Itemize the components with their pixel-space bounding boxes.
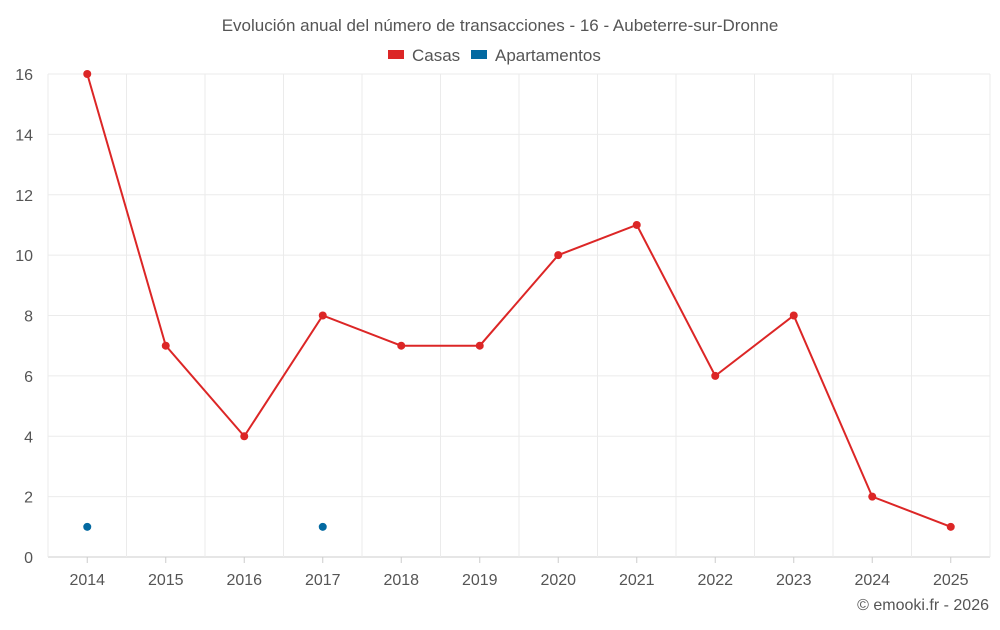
y-tick-label: 16 [15,67,33,84]
y-tick-label: 10 [15,248,33,265]
legend: Casas Apartamentos [388,46,601,65]
x-tick-label: 2020 [540,572,576,589]
chart-title: Evolución anual del número de transaccio… [222,16,779,35]
x-tick-label: 2016 [226,572,262,589]
x-tick-label: 2019 [462,572,498,589]
data-point [554,251,563,260]
series-line [86,73,952,528]
data-point [83,70,92,78]
credit-text: © emooki.fr - 2026 [857,597,989,614]
series-casas [83,70,955,531]
legend-swatch [471,50,487,59]
x-tick-label: 2022 [697,572,733,589]
y-tick-label: 8 [24,309,33,326]
data-point [711,371,720,380]
data-point [318,311,327,320]
data-point [789,311,798,320]
data-point [240,432,249,441]
grid [47,73,991,558]
x-axis: 2014 2015 2016 2017 2018 2019 2020 2021 2022 2023… [69,557,969,589]
data-point [161,341,170,350]
x-tick-label: 2021 [619,572,655,589]
x-tick-label: 2025 [933,572,969,589]
y-tick-label: 4 [24,429,33,446]
x-tick-label: 2017 [305,572,341,589]
y-tick-label: 2 [24,490,33,507]
data-point [83,522,92,531]
data-point [868,492,877,501]
data-point [632,220,641,229]
y-tick-label: 0 [24,550,33,567]
x-tick-label: 2014 [69,572,105,589]
data-point [946,522,955,531]
series-apartamentos [83,522,327,531]
x-tick-label: 2023 [776,572,812,589]
data-point [397,341,406,350]
y-axis: 0 2 4 6 8 10 12 14 16 [15,67,33,567]
data-point [475,341,484,350]
x-tick-label: 2015 [148,572,184,589]
data-point [318,522,327,531]
series-layer [83,70,955,531]
y-tick-label: 14 [15,127,33,144]
x-tick-label: 2024 [854,572,890,589]
legend-swatch [388,50,404,59]
y-tick-label: 12 [15,188,33,205]
legend-label: Casas [412,46,460,65]
legend-label: Apartamentos [495,46,601,65]
x-tick-label: 2018 [383,572,419,589]
y-tick-label: 6 [24,369,33,386]
